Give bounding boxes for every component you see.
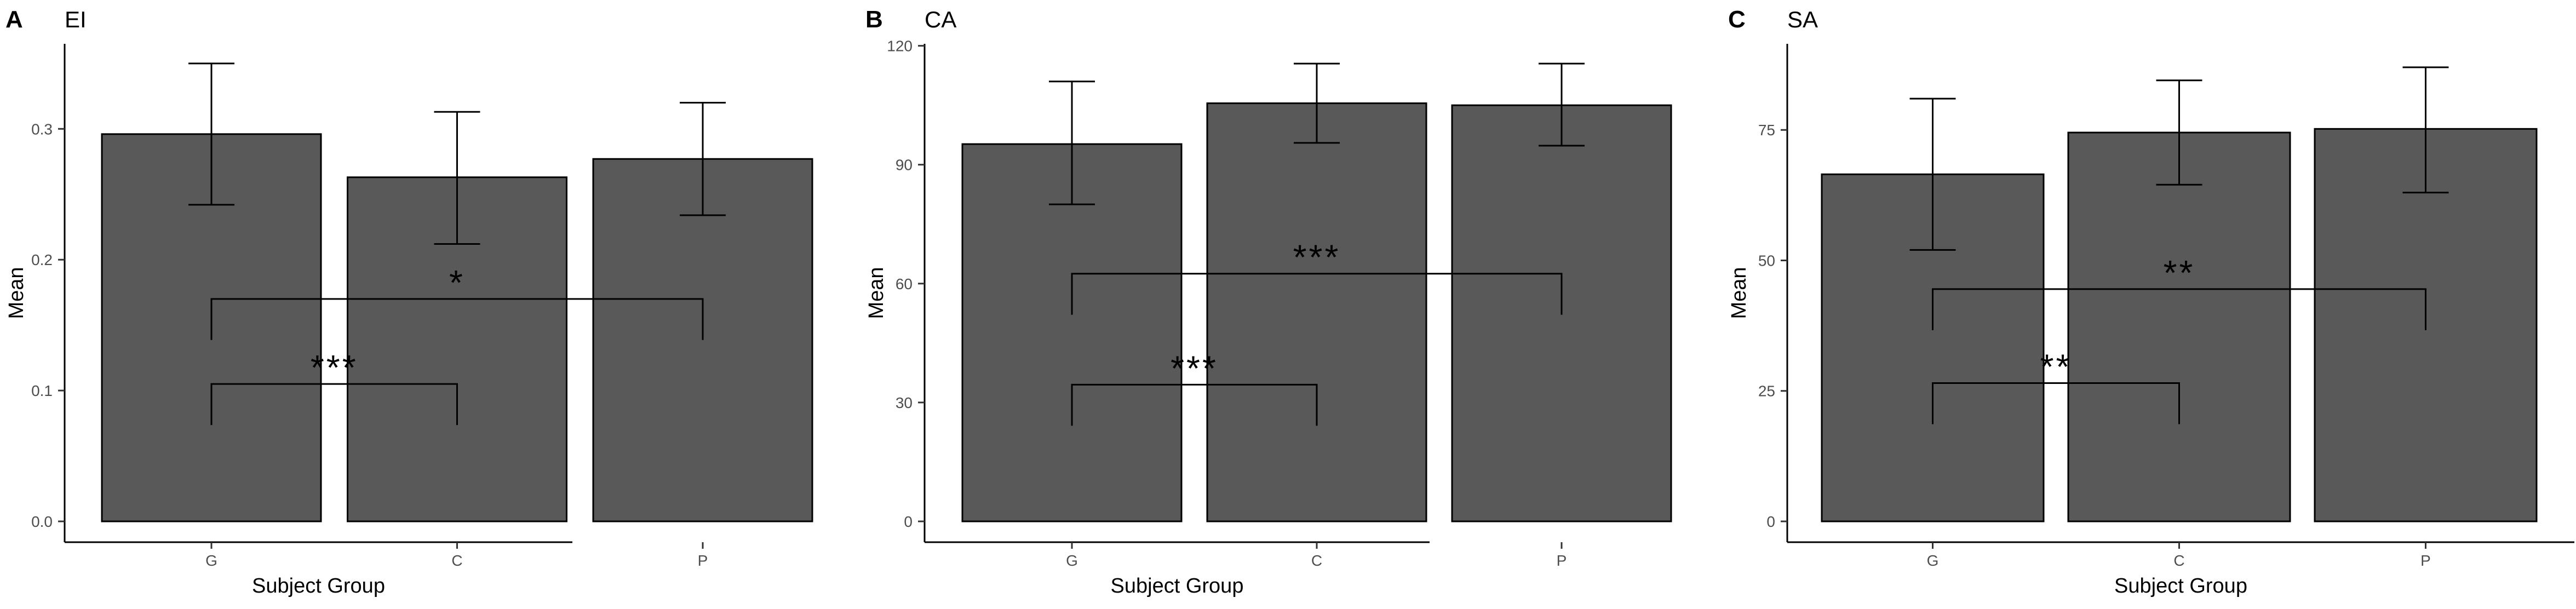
error-bar: [434, 111, 480, 245]
significance-bracket: ***: [1071, 238, 1563, 315]
error-bar: [680, 102, 726, 216]
significance-bracket: ***: [210, 348, 458, 426]
panel-letter: A: [5, 6, 23, 33]
y-tick-label: 0: [904, 513, 913, 530]
x-tick-label: G: [1927, 552, 1939, 569]
y-tick-label: 30: [896, 394, 913, 411]
x-axis-label: Subject Group: [252, 574, 385, 597]
panel-ca: B CA 0 30 60 90 120 G C P Subject Group Mean *** ***: [865, 6, 1672, 597]
significance-label: ***: [1293, 238, 1341, 277]
significance-bracket: **: [1932, 347, 2180, 424]
y-tick-label: 0.2: [31, 251, 53, 268]
bracket-line: [1071, 383, 1318, 426]
significance-label: **: [2040, 347, 2072, 386]
y-tick-label: 75: [1758, 122, 1775, 139]
error-bar: [1909, 97, 1956, 251]
significance-label: *: [449, 263, 465, 302]
error-bar: [1539, 62, 1585, 147]
bar: [961, 143, 1183, 522]
panel-sa: C SA 0 25 50 75 G C P Subject Group Mean ** **: [1728, 6, 2574, 597]
y-tick-label: 0.3: [31, 120, 53, 137]
y-tick-label: 50: [1758, 252, 1775, 269]
x-tick-label: P: [698, 552, 708, 569]
bracket-line: [210, 298, 704, 340]
panel-letter: C: [1728, 6, 1746, 33]
x-axis-label: Subject Group: [1111, 574, 1244, 597]
error-bar: [2156, 79, 2202, 186]
y-tick-label: 90: [896, 157, 913, 174]
panel-letter: B: [865, 6, 883, 33]
bracket-line: [1932, 382, 2180, 424]
chart-title: SA: [1787, 7, 1818, 32]
x-tick-label: G: [205, 552, 217, 569]
y-tick-label: 120: [887, 38, 913, 55]
y-axis-label: Mean: [5, 267, 28, 319]
significance-bracket: ***: [1071, 348, 1318, 426]
bracket-line: [210, 383, 458, 426]
x-tick-label: C: [2173, 552, 2184, 569]
bracket-line: [1071, 273, 1563, 315]
y-axis-label: Mean: [865, 267, 888, 319]
error-bar: [1049, 81, 1095, 205]
y-tick-label: 0: [1766, 513, 1775, 530]
x-tick-label: G: [1066, 552, 1078, 569]
significance-bracket: **: [1932, 253, 2426, 330]
chart-title: EI: [65, 7, 87, 32]
y-tick-label: 0.0: [31, 513, 53, 530]
significance-label: ***: [311, 348, 358, 387]
error-bar: [1294, 62, 1340, 144]
x-tick-label: C: [1311, 552, 1322, 569]
bar: [2067, 131, 2291, 522]
y-tick-label: 0.1: [31, 382, 53, 399]
y-tick-label: 25: [1758, 383, 1775, 400]
error-bar: [188, 62, 234, 206]
error-bar: [2402, 66, 2449, 194]
bracket-line: [1932, 288, 2426, 330]
y-tick-label: 60: [896, 275, 913, 292]
significance-bracket: *: [210, 263, 704, 340]
x-tick-label: P: [2420, 552, 2431, 569]
x-tick-label: P: [1557, 552, 1567, 569]
bar: [1206, 102, 1427, 522]
y-axis-label: Mean: [1728, 267, 1751, 319]
chart-title: CA: [925, 7, 956, 32]
x-tick-label: C: [451, 552, 462, 569]
x-axis-label: Subject Group: [2114, 574, 2247, 597]
significance-label: ***: [1171, 348, 1218, 388]
significance-label: **: [2164, 253, 2195, 292]
